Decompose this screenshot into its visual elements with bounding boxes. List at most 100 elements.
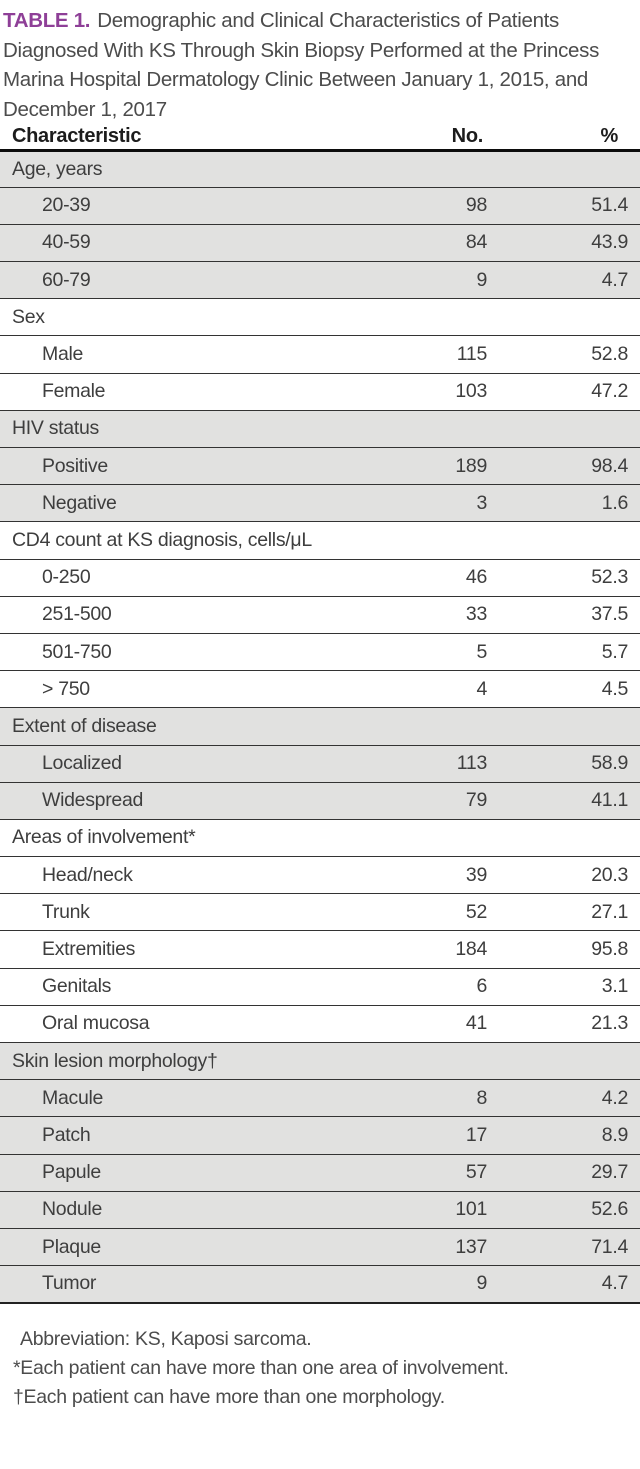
row-percent: 51.4: [487, 186, 640, 225]
row-label: Patch: [0, 1116, 367, 1155]
group-label: CD4 count at KS diagnosis, cells/μL: [0, 521, 640, 560]
table-row: Extremities 184 95.8: [0, 930, 640, 969]
group-label: Age, years: [12, 157, 103, 180]
table-row: Genitals 6 3.1: [0, 967, 640, 1006]
row-count: 4: [367, 670, 487, 708]
table-row: Negative 3 1.6: [0, 484, 640, 522]
row-label: Localized: [0, 744, 367, 783]
group-row: Skin lesion morphology†: [0, 1041, 640, 1080]
row-count: 101: [367, 1190, 487, 1229]
row-percent: 52.3: [487, 558, 640, 597]
demographics-table: Characteristic No. % Age, years 20-39 98 51…: [0, 124, 640, 1304]
row-label: Plaque: [0, 1227, 367, 1266]
footnote-dagger: †Each patient can have more than one mor…: [13, 1385, 445, 1408]
table-row: 40-59 84 43.9: [0, 223, 640, 262]
row-count: 184: [367, 930, 487, 969]
table-number-label: TABLE 1.: [3, 9, 91, 32]
caption-line: December 1, 2017: [3, 97, 167, 121]
row-count: 57: [367, 1153, 487, 1192]
row-label: > 750: [0, 670, 367, 708]
row-percent: 5.7: [487, 632, 640, 671]
row-count: 8: [367, 1079, 487, 1117]
table-row: Localized 113 58.9: [0, 744, 640, 783]
row-label: 60-79: [0, 261, 367, 299]
col-header-characteristic: Characteristic: [0, 124, 367, 152]
row-percent: 41.1: [487, 781, 640, 820]
row-label: Nodule: [0, 1190, 367, 1229]
footnote-abbreviation: Abbreviation: KS, Kaposi sarcoma.: [20, 1327, 312, 1350]
table-row: Tumor 9 4.7: [0, 1265, 640, 1304]
group-label: Extent of disease: [0, 707, 640, 745]
table-row: Plaque 137 71.4: [0, 1227, 640, 1266]
row-label: Female: [0, 372, 367, 411]
row-percent: 3.1: [487, 967, 640, 1006]
caption-line: Diagnosed With KS Through Skin Biopsy Pe…: [3, 38, 600, 62]
table-row: Female 103 47.2: [0, 372, 640, 411]
group-label: HIV status: [0, 409, 640, 448]
row-percent: 20.3: [487, 856, 640, 894]
row-percent: 58.9: [487, 744, 640, 783]
row-label: Male: [0, 335, 367, 374]
row-label: Oral mucosa: [0, 1004, 367, 1043]
col-header-no: No.: [367, 124, 487, 152]
row-count: 84: [367, 223, 487, 262]
row-count: 52: [367, 893, 487, 931]
row-count: 5: [367, 632, 487, 671]
row-count: 79: [367, 781, 487, 820]
table-row: Patch 17 8.9: [0, 1116, 640, 1155]
row-label: 0-250: [0, 558, 367, 597]
row-percent: 29.7: [487, 1153, 640, 1192]
row-count: 3: [367, 484, 487, 522]
row-count: 115: [367, 335, 487, 374]
group-row: CD4 count at KS diagnosis, cells/μL: [0, 521, 640, 560]
row-label: Extremities: [0, 930, 367, 969]
row-label: 20-39: [0, 186, 367, 225]
row-label: Macule: [0, 1079, 367, 1117]
table-row: Macule 8 4.2: [0, 1079, 640, 1117]
row-count: 113: [367, 744, 487, 783]
row-percent: 4.5: [487, 670, 640, 708]
row-percent: 47.2: [487, 372, 640, 411]
table-row: 20-39 98 51.4: [0, 186, 640, 225]
caption-text: Demographic and Clinical Characteristics…: [97, 9, 560, 32]
table-row: Oral mucosa 41 21.3: [0, 1004, 640, 1043]
group-row: Areas of involvement*: [0, 818, 640, 857]
row-label: Genitals: [0, 967, 367, 1006]
header-row: Characteristic No. %: [0, 124, 640, 152]
group-row: Extent of disease: [0, 707, 640, 745]
row-percent: 98.4: [487, 446, 640, 485]
table-caption: TABLE 1. Demographic and Clinical Charact…: [3, 6, 637, 124]
row-count: 6: [367, 967, 487, 1006]
row-label: Widespread: [0, 781, 367, 820]
row-percent: 8.9: [487, 1116, 640, 1155]
table-row: Nodule 101 52.6: [0, 1190, 640, 1229]
row-count: 41: [367, 1004, 487, 1043]
table-row: 501-750 5 5.7: [0, 632, 640, 671]
row-percent: 1.6: [487, 484, 640, 522]
row-label: Tumor: [0, 1265, 367, 1304]
row-count: 98: [367, 186, 487, 225]
table-row: 251-500 33 37.5: [0, 595, 640, 634]
row-label: Head/neck: [0, 856, 367, 894]
row-count: 9: [367, 261, 487, 299]
group-row: Age, years: [0, 150, 640, 188]
row-label: Positive: [0, 446, 367, 485]
row-percent: 43.9: [487, 223, 640, 262]
row-count: 9: [367, 1265, 487, 1304]
table-row: Head/neck 39 20.3: [0, 856, 640, 894]
row-percent: 4.7: [487, 261, 640, 299]
row-count: 137: [367, 1227, 487, 1266]
table-row: Male 115 52.8: [0, 335, 640, 374]
row-percent: 27.1: [487, 893, 640, 931]
group-row: HIV status: [0, 409, 640, 448]
row-label: Negative: [0, 484, 367, 522]
table-row: Papule 57 29.7: [0, 1153, 640, 1192]
row-label: Papule: [0, 1153, 367, 1192]
group-row: Sex: [0, 298, 640, 336]
row-count: 17: [367, 1116, 487, 1155]
footnotes: Abbreviation: KS, Kaposi sarcoma. *Each …: [0, 1325, 640, 1412]
row-percent: 52.8: [487, 335, 640, 374]
row-percent: 52.6: [487, 1190, 640, 1229]
row-percent: 4.7: [487, 1265, 640, 1304]
row-percent: 4.2: [487, 1079, 640, 1117]
